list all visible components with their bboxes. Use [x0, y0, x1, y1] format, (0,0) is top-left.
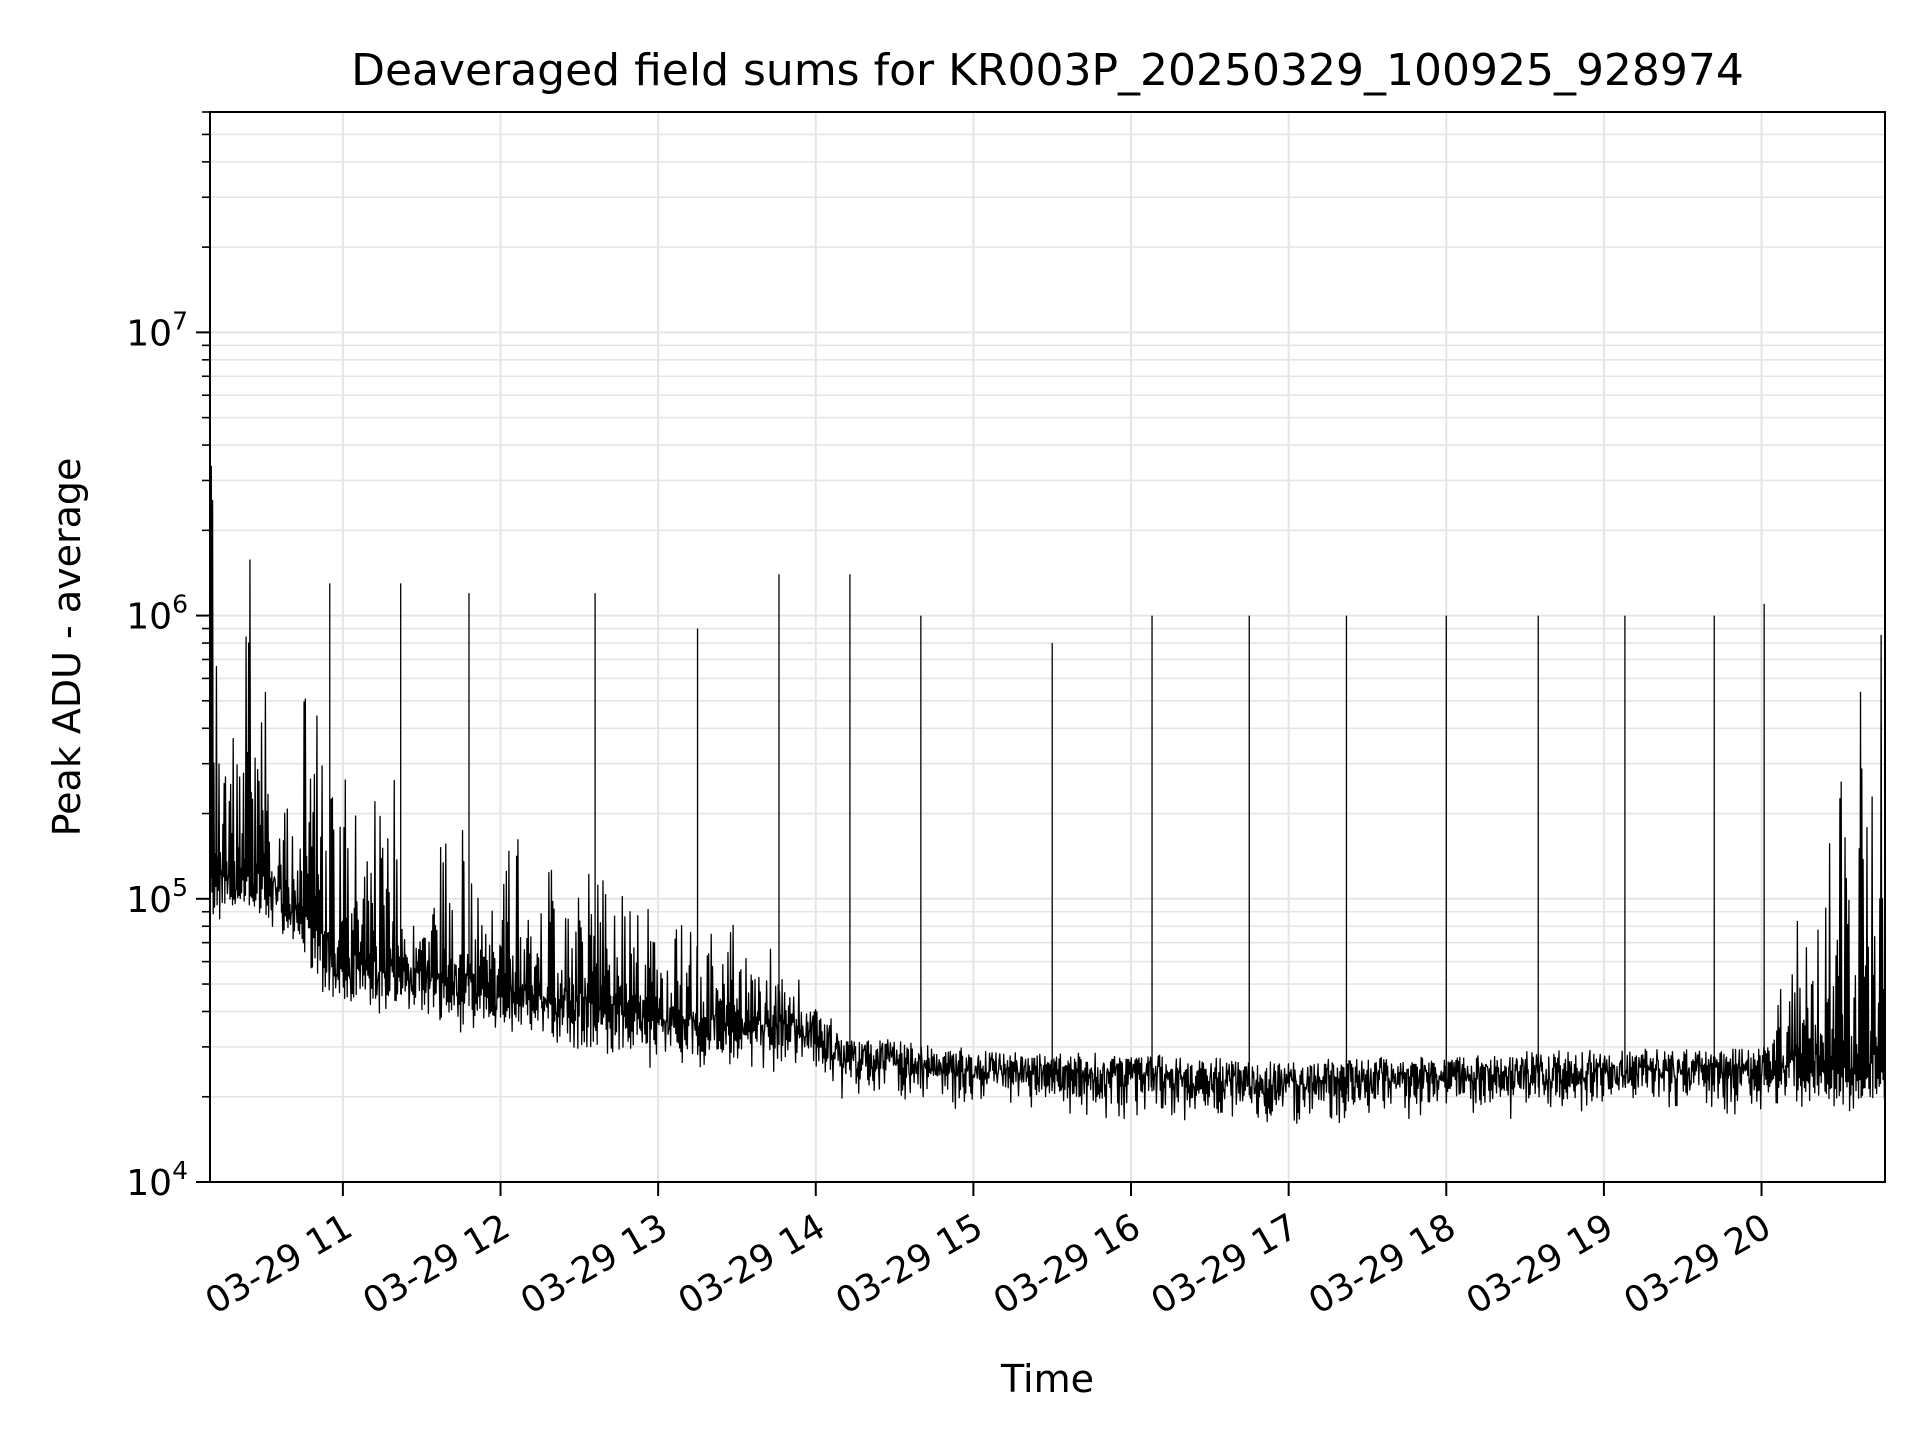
- y-tick-label: 105: [126, 873, 188, 921]
- y-tick-base: 10: [126, 1163, 172, 1204]
- y-tick-label: 104: [126, 1156, 188, 1204]
- series-line: [209, 465, 1886, 1124]
- y-tick-exponent: 7: [172, 306, 188, 335]
- y-tick-label: 107: [126, 306, 188, 354]
- y-tick-base: 10: [126, 597, 172, 638]
- x-axis-label: Time: [1000, 1357, 1094, 1401]
- y-axis-label: Peak ADU - average: [45, 458, 89, 837]
- y-tick-base: 10: [126, 313, 172, 354]
- chart-title: Deaveraged field sums for KR003P_2025032…: [351, 45, 1744, 96]
- series-group: [209, 465, 1886, 1124]
- y-tick-exponent: 5: [172, 873, 188, 902]
- y-tick-label: 106: [126, 590, 188, 638]
- y-tick-exponent: 4: [172, 1156, 188, 1185]
- y-tick-base: 10: [126, 880, 172, 921]
- y-tick-exponent: 6: [172, 590, 188, 619]
- axes-frame: [209, 111, 1886, 1183]
